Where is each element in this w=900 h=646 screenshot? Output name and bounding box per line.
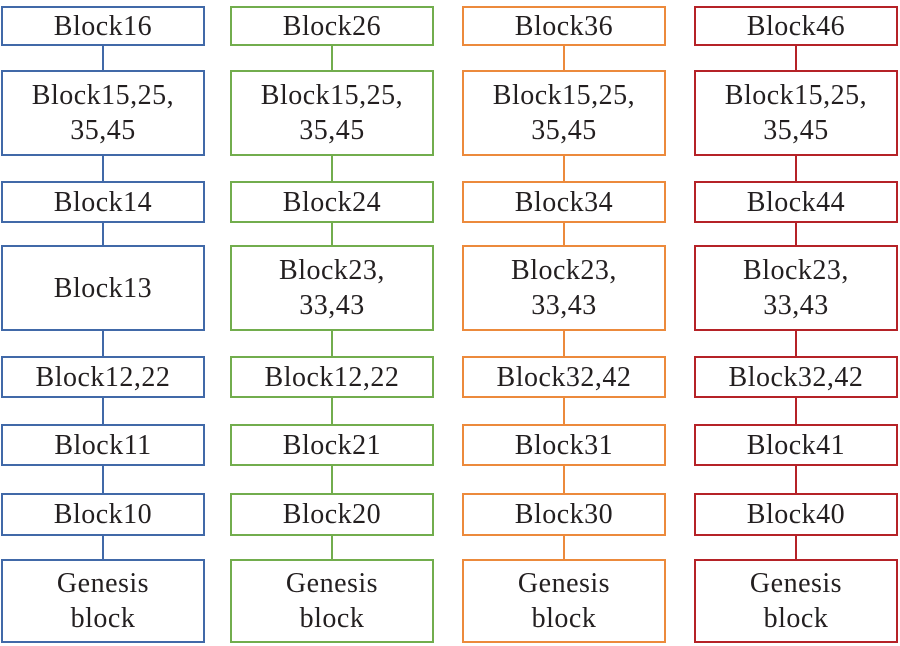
block-box: Block41: [694, 424, 898, 466]
block-box: Block40: [694, 493, 898, 536]
chain-4: Block46 Block15,25, 35,45 Block44 Block2…: [694, 0, 898, 646]
chain-1: Block16 Block15,25, 35,45 Block14 Block1…: [1, 0, 205, 646]
block-box: Block13: [1, 245, 205, 331]
block-box: Block15,25, 35,45: [694, 70, 898, 156]
chain-2: Block26 Block15,25, 35,45 Block24 Block2…: [230, 0, 434, 646]
block-box: Block32,42: [694, 356, 898, 398]
block-box: Block24: [230, 181, 434, 223]
block-box: Block20: [230, 493, 434, 536]
block-box: Block15,25, 35,45: [230, 70, 434, 156]
block-box: Block44: [694, 181, 898, 223]
block-box: Block34: [462, 181, 666, 223]
block-box: Block26: [230, 6, 434, 46]
block-box: Block23, 33,43: [230, 245, 434, 331]
block-box: Block32,42: [462, 356, 666, 398]
genesis-block-box: Genesis block: [230, 559, 434, 643]
block-box: Block10: [1, 493, 205, 536]
genesis-block-box: Genesis block: [462, 559, 666, 643]
genesis-block-box: Genesis block: [1, 559, 205, 643]
block-box: Block36: [462, 6, 666, 46]
block-box: Block15,25, 35,45: [1, 70, 205, 156]
block-box: Block12,22: [1, 356, 205, 398]
chain-3: Block36 Block15,25, 35,45 Block34 Block2…: [462, 0, 666, 646]
block-box: Block23, 33,43: [694, 245, 898, 331]
genesis-block-box: Genesis block: [694, 559, 898, 643]
block-box: Block16: [1, 6, 205, 46]
block-box: Block15,25, 35,45: [462, 70, 666, 156]
block-box: Block46: [694, 6, 898, 46]
block-box: Block21: [230, 424, 434, 466]
block-box: Block12,22: [230, 356, 434, 398]
block-box: Block23, 33,43: [462, 245, 666, 331]
block-box: Block11: [1, 424, 205, 466]
block-box: Block30: [462, 493, 666, 536]
block-box: Block14: [1, 181, 205, 223]
block-box: Block31: [462, 424, 666, 466]
